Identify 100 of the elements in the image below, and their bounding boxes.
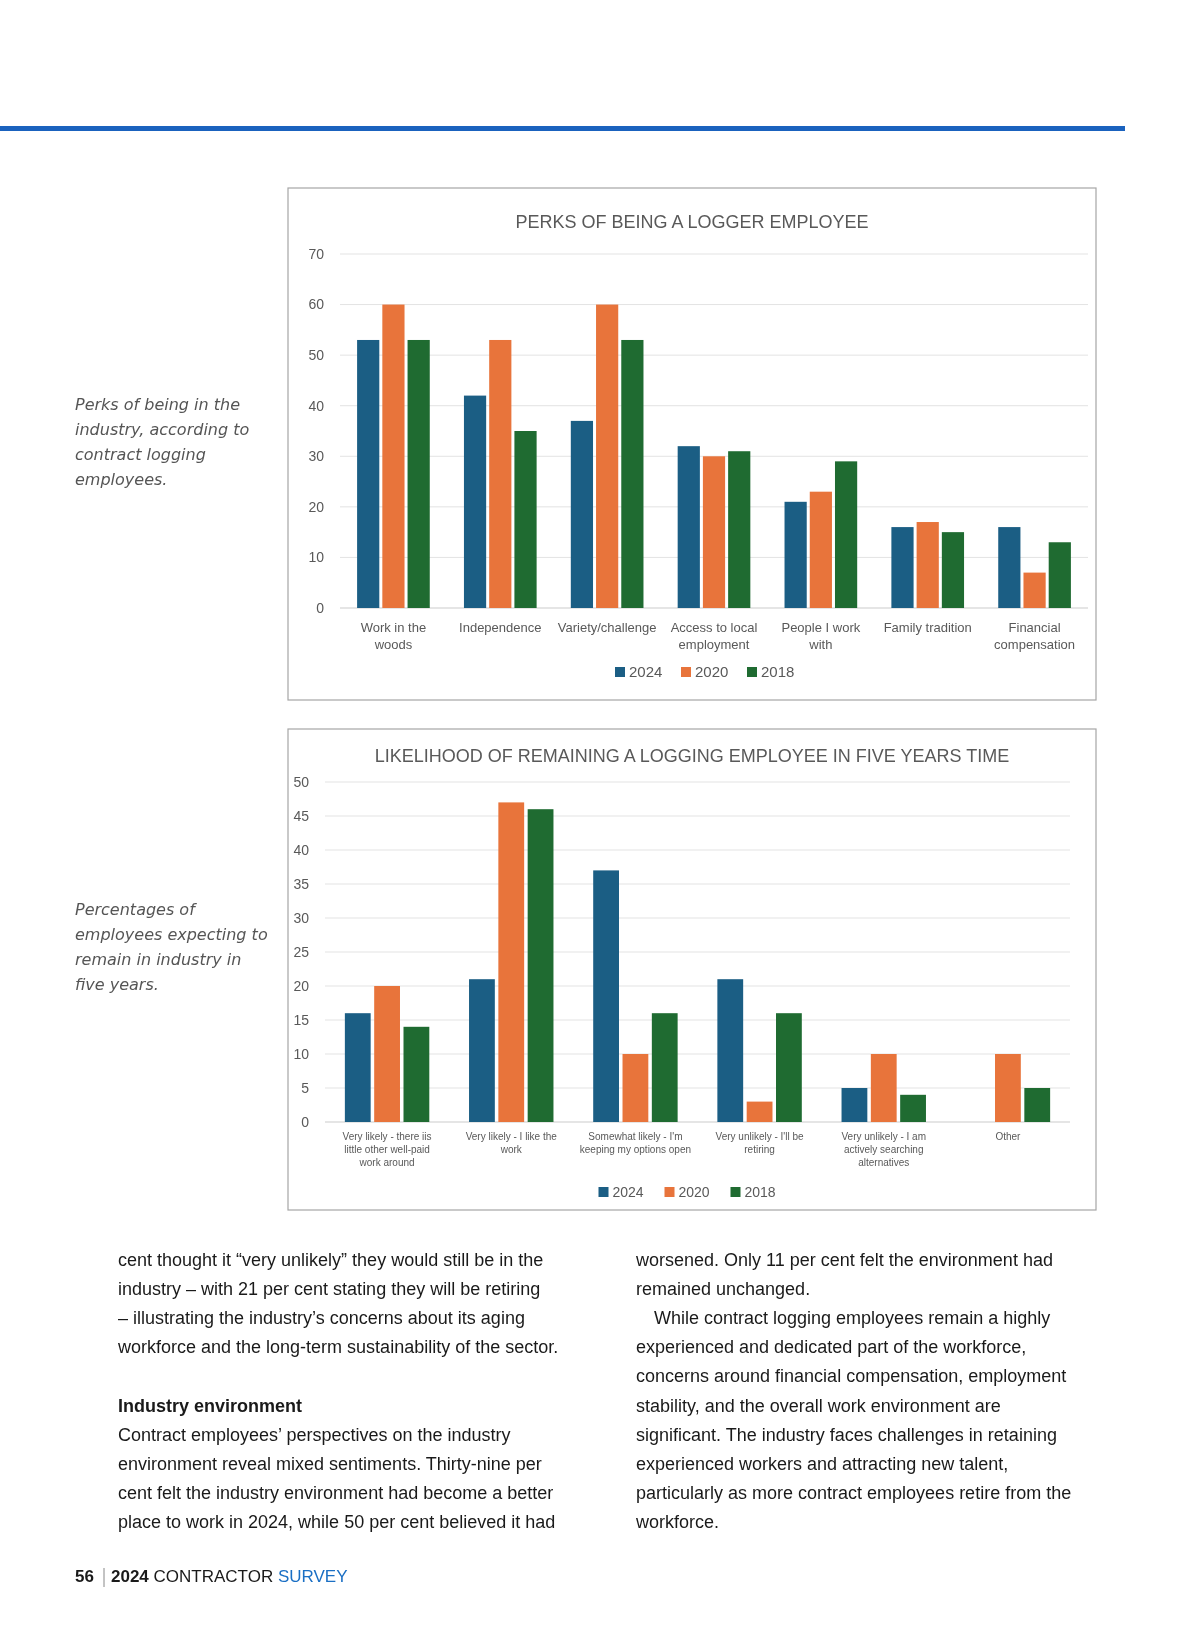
x-tick-label: Very likely - I like the work	[465, 1131, 558, 1155]
text: Industry environment	[118, 1395, 303, 1416]
y-tick-label: 50	[293, 773, 310, 790]
y-tick-label: 5	[301, 1079, 310, 1096]
y-tick-label: 20	[293, 977, 310, 994]
y-tick-label: 60	[308, 296, 325, 313]
y-tick-label: 20	[308, 498, 325, 515]
bar	[717, 979, 744, 1122]
bar	[357, 339, 380, 608]
text: cent felt the industry environment had become a better	[118, 1482, 554, 1503]
text: Contract employees’ perspectives on the industry	[118, 1424, 511, 1445]
bar	[407, 339, 430, 608]
text: particularly as more contract employees retire from the	[636, 1482, 1072, 1503]
y-tick-label: 70	[308, 245, 325, 262]
text: remained unchanged.	[636, 1279, 811, 1300]
bar	[463, 395, 487, 608]
bar	[570, 420, 594, 608]
text: place to work in 2024, while 50 per cent believed it had	[118, 1511, 556, 1532]
text: environment reveal mixed sentiments. Thirty-nine per	[118, 1453, 542, 1474]
text: concerns around financial compensation, employment	[636, 1366, 1067, 1387]
bar	[344, 1013, 371, 1122]
bar	[621, 339, 644, 608]
y-tick-label: 30	[293, 909, 310, 926]
chart-title: LIKELIHOOD OF REMAINING A LOGGING EMPLOYEE IN FIVE YEARS TIME	[374, 746, 1010, 766]
bar	[702, 456, 726, 608]
text: Perks of being in the industry, according to contract logging employees.	[75, 395, 250, 489]
text: significant. The industry faces challenges in retaining	[636, 1424, 1057, 1445]
y-tick-label: 15	[293, 1011, 310, 1028]
bar	[784, 501, 807, 608]
text: industry – with 21 per cent stating they will be retiring	[118, 1279, 541, 1300]
bar	[776, 1013, 802, 1122]
bar	[834, 461, 858, 608]
bar	[941, 532, 965, 608]
legend-label: 2020	[678, 1183, 710, 1200]
text: workforce.	[635, 1511, 720, 1532]
x-tick-label: Somewhat likely - I'm keeping my options open	[579, 1131, 692, 1155]
text: worsened. Only 11 per cent felt the environment had	[635, 1250, 1053, 1270]
bar	[728, 451, 751, 608]
bar	[916, 522, 939, 608]
x-tick-label: Work in the woods	[360, 620, 427, 652]
bar	[498, 802, 525, 1122]
y-tick-label: 0	[301, 1113, 310, 1130]
bar	[596, 304, 619, 608]
legend-label: 2024	[629, 663, 663, 681]
y-tick-label: 0	[316, 599, 325, 616]
x-tick-label: Access to local employment	[670, 620, 758, 652]
bar	[998, 527, 1021, 608]
bar	[527, 809, 554, 1122]
chart-title: PERKS OF BEING A LOGGER EMPLOYEE	[515, 212, 869, 232]
x-tick-label: Very unlikely - I'll be retiring	[715, 1131, 805, 1155]
bar	[593, 870, 619, 1122]
bar	[651, 1013, 678, 1122]
legend-label: 2018	[744, 1183, 776, 1200]
y-tick-label: 10	[293, 1045, 310, 1062]
bar	[1023, 572, 1046, 608]
x-tick-label: Financial compensation	[994, 620, 1076, 652]
bar	[374, 986, 400, 1122]
legend-label: 2024	[612, 1183, 644, 1200]
y-tick-label: 10	[308, 549, 325, 566]
text: 56	[75, 1567, 94, 1586]
bar	[891, 527, 914, 608]
bar	[746, 1101, 773, 1122]
x-tick-label: Independence	[459, 620, 542, 635]
x-tick-label: Variety/challenge	[557, 620, 657, 635]
x-tick-label: Other	[995, 1131, 1022, 1142]
legend-label: 2018	[761, 663, 795, 681]
bar	[677, 446, 700, 608]
bar	[403, 1026, 430, 1122]
y-tick-label: 50	[308, 347, 325, 364]
y-tick-label: 35	[293, 875, 310, 892]
x-tick-label: People I work with	[781, 620, 861, 652]
bar	[514, 431, 537, 608]
text: workforce and the long-term sustainability of the sector.	[117, 1337, 559, 1358]
x-tick-label: Very likely - there iis little other well-paid work around	[342, 1131, 432, 1168]
text: experienced workers and attracting new talent,	[636, 1453, 1009, 1474]
text: While contract logging employees remain a highly	[654, 1308, 1051, 1329]
text: experienced and dedicated part of the workforce,	[636, 1337, 1027, 1358]
bar	[469, 979, 495, 1122]
bar	[900, 1094, 926, 1122]
text: stability, and the overall work environment are	[636, 1395, 1001, 1416]
bar	[995, 1054, 1021, 1122]
bar	[841, 1088, 868, 1122]
y-tick-label: 40	[308, 397, 325, 414]
legend-label: 2020	[695, 663, 729, 681]
y-tick-label: 25	[293, 943, 310, 960]
bar	[382, 304, 405, 608]
y-tick-label: 30	[308, 448, 325, 465]
text: 2024 CONTRACTOR SURVEY	[111, 1567, 348, 1586]
y-tick-label: 45	[293, 807, 310, 824]
text: Percentages of employees expecting to remain in industry in five years.	[75, 900, 268, 994]
x-tick-label: Very unlikely - I am actively searching alternatives	[841, 1131, 926, 1168]
bar	[622, 1054, 649, 1122]
bar	[489, 339, 512, 608]
text: cent thought it “very unlikely” they would still be in the	[118, 1250, 544, 1270]
bar	[870, 1054, 897, 1122]
x-tick-label: Family tradition	[883, 620, 972, 635]
text: – illustrating the industry’s concerns about its aging	[118, 1308, 525, 1329]
bar	[809, 491, 832, 608]
bar	[1024, 1088, 1051, 1122]
y-tick-label: 40	[293, 841, 310, 858]
